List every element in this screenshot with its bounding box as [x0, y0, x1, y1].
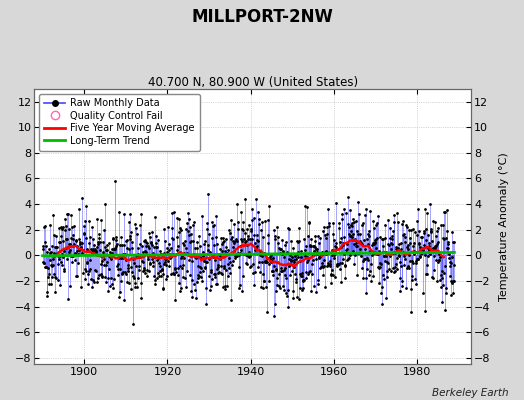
Legend: Raw Monthly Data, Quality Control Fail, Five Year Moving Average, Long-Term Tren: Raw Monthly Data, Quality Control Fail, … — [39, 94, 200, 151]
Title: 40.700 N, 80.900 W (United States): 40.700 N, 80.900 W (United States) — [148, 76, 358, 89]
Y-axis label: Temperature Anomaly (°C): Temperature Anomaly (°C) — [499, 152, 509, 301]
Text: MILLPORT-2NW: MILLPORT-2NW — [191, 8, 333, 26]
Text: Berkeley Earth: Berkeley Earth — [432, 388, 508, 398]
